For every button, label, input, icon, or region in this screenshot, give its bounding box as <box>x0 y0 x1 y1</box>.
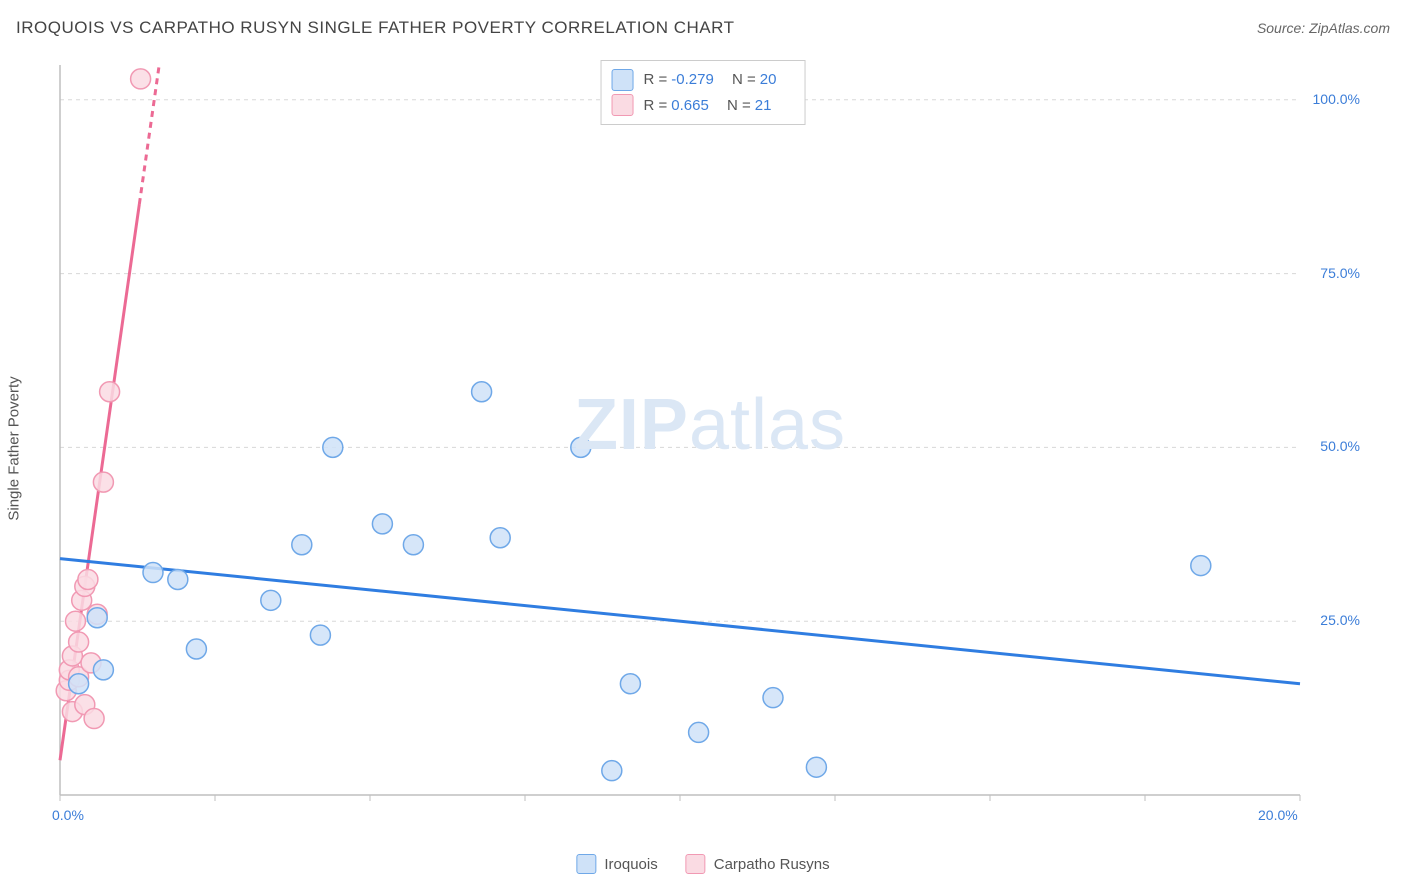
chart-title: IROQUOIS VS CARPATHO RUSYN SINGLE FATHER… <box>16 18 734 38</box>
x-tick-label: 20.0% <box>1258 807 1298 823</box>
stats-legend: R =-0.279 N =20 R =0.665 N =21 <box>601 60 806 125</box>
legend-swatch-iroquois <box>612 69 634 91</box>
legend-row-carpatho: R =0.665 N =21 <box>612 93 791 119</box>
legend-item-iroquois: Iroquois <box>576 854 657 874</box>
y-tick-label: 50.0% <box>1320 438 1360 454</box>
y-tick-label: 100.0% <box>1313 91 1360 107</box>
y-tick-label: 75.0% <box>1320 265 1360 281</box>
chart-canvas <box>50 55 1370 825</box>
y-tick-label: 25.0% <box>1320 612 1360 628</box>
legend-row-iroquois: R =-0.279 N =20 <box>612 67 791 93</box>
legend-swatch-icon <box>686 854 706 874</box>
legend-swatch-carpatho <box>612 94 634 116</box>
legend-label: Carpatho Rusyns <box>714 856 830 873</box>
x-tick-label: 0.0% <box>52 807 84 823</box>
legend-item-carpatho: Carpatho Rusyns <box>686 854 830 874</box>
source-attribution: Source: ZipAtlas.com <box>1257 20 1390 36</box>
legend-swatch-icon <box>576 854 596 874</box>
series-legend: Iroquois Carpatho Rusyns <box>576 854 829 874</box>
scatter-plot: ZIPatlas 25.0%50.0%75.0%100.0%0.0%20.0% <box>50 55 1370 825</box>
y-axis-label: Single Father Poverty <box>6 376 23 520</box>
legend-label: Iroquois <box>604 856 657 873</box>
